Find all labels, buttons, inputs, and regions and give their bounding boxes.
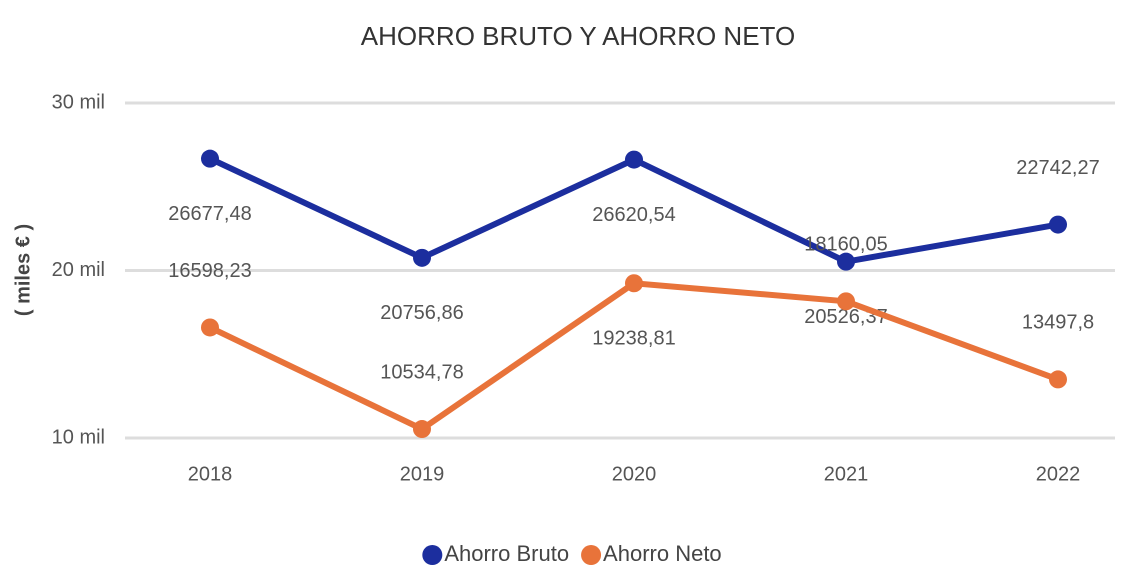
data-point xyxy=(837,292,855,311)
data-label: 16598,23 xyxy=(168,260,251,282)
data-label: 13497,8 xyxy=(1022,312,1094,334)
data-point xyxy=(413,248,431,267)
y-tick-label: 10 mil xyxy=(52,426,105,448)
data-point xyxy=(837,252,855,271)
legend-marker xyxy=(422,545,443,565)
x-tick-label: 2019 xyxy=(400,463,445,485)
x-tick-label: 2020 xyxy=(612,463,657,485)
data-point xyxy=(625,274,643,293)
data-label: 18160,05 xyxy=(804,234,887,256)
data-label: 19238,81 xyxy=(592,328,675,350)
data-point xyxy=(201,149,219,168)
y-axis-label: ( miles € ) xyxy=(12,224,34,316)
chart-title: AHORRO BRUTO Y AHORRO NETO xyxy=(361,21,795,51)
data-label: 26677,48 xyxy=(168,203,251,225)
data-label: 22742,27 xyxy=(1016,157,1099,179)
data-point xyxy=(625,150,643,169)
y-tick-label: 20 mil xyxy=(52,259,105,281)
x-tick-label: 2022 xyxy=(1036,463,1081,485)
data-label: 26620,54 xyxy=(592,204,675,226)
series-line xyxy=(208,280,1060,433)
data-point xyxy=(1049,370,1067,389)
legend-marker xyxy=(581,545,602,565)
data-point xyxy=(201,318,219,337)
x-tick-label: 2021 xyxy=(824,463,869,485)
legend: Ahorro Bruto Ahorro Neto xyxy=(422,541,722,566)
data-point xyxy=(1049,215,1067,234)
data-point xyxy=(413,420,431,439)
x-tick-label: 2018 xyxy=(188,463,233,485)
legend-label: Ahorro Bruto xyxy=(444,541,569,566)
data-label: 20756,86 xyxy=(380,302,463,324)
y-tick-label: 30 mil xyxy=(52,91,105,113)
data-label: 10534,78 xyxy=(380,361,463,383)
legend-label: Ahorro Neto xyxy=(603,541,722,566)
